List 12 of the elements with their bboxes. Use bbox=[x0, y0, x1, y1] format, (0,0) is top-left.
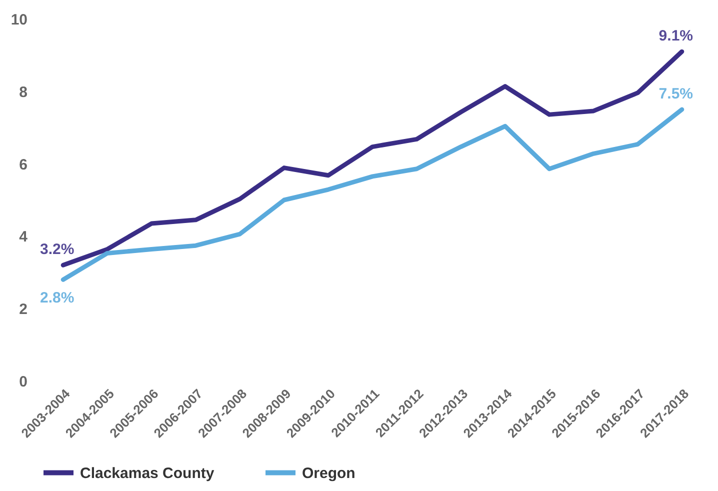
y-tick-label: 4 bbox=[19, 228, 28, 246]
y-tick-label: 6 bbox=[19, 156, 28, 174]
y-tick-label: 8 bbox=[19, 84, 28, 101]
data-label: 9.1% bbox=[658, 28, 693, 45]
data-label: 7.5% bbox=[658, 86, 693, 102]
y-tick-label: 0 bbox=[19, 374, 28, 390]
legend-label: Oregon bbox=[302, 464, 356, 482]
y-tick-label: 2 bbox=[19, 301, 28, 318]
y-tick-label: 10 bbox=[10, 12, 28, 28]
data-label: 3.2% bbox=[40, 241, 74, 258]
data-label: 2.8% bbox=[40, 290, 74, 307]
legend-label: Clackamas County bbox=[80, 464, 215, 482]
